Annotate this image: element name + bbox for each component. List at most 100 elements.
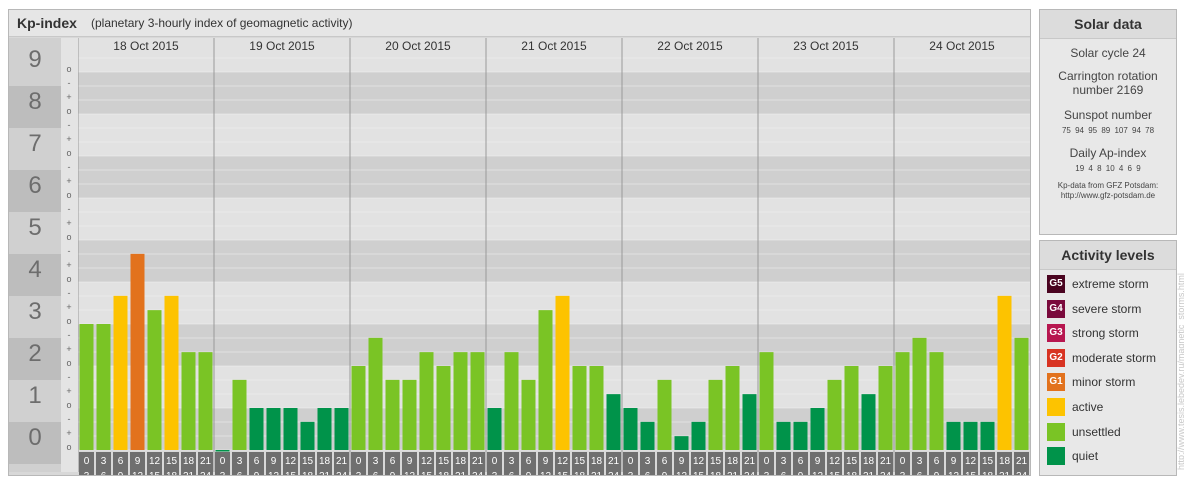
x-interval-end: 12 bbox=[948, 471, 960, 475]
x-interval-start: 12 bbox=[421, 456, 433, 467]
solar-data-title: Solar data bbox=[1040, 10, 1176, 39]
sunspot-title: Sunspot number bbox=[1063, 108, 1153, 122]
x-interval-start: 21 bbox=[336, 456, 348, 467]
x-interval-end: 18 bbox=[846, 471, 858, 475]
x-interval-end: 12 bbox=[268, 471, 280, 475]
x-interval-end: 24 bbox=[744, 471, 756, 475]
x-interval-start: 6 bbox=[798, 456, 804, 467]
kp-bar bbox=[300, 421, 315, 450]
x-interval-start: 3 bbox=[917, 456, 923, 467]
kp-bar bbox=[912, 337, 927, 450]
x-interval-end: 24 bbox=[1016, 471, 1028, 475]
x-interval-end: 6 bbox=[645, 471, 651, 475]
x-interval-start: 3 bbox=[101, 456, 107, 467]
y-axis-label: 6 bbox=[28, 172, 41, 199]
kp-bar bbox=[759, 352, 774, 450]
x-interval-start: 12 bbox=[557, 456, 569, 467]
x-interval-start: 21 bbox=[880, 456, 892, 467]
legend-label: strong storm bbox=[1072, 326, 1139, 341]
y-minor-label: o bbox=[66, 64, 71, 74]
x-interval-start: 21 bbox=[472, 456, 484, 467]
y-minor-label: - bbox=[68, 120, 71, 130]
kp-bar bbox=[504, 352, 519, 450]
x-interval-start: 9 bbox=[271, 456, 277, 467]
x-interval-end: 15 bbox=[285, 471, 297, 475]
kp-bar bbox=[708, 379, 723, 450]
kp-bar bbox=[317, 408, 332, 450]
x-interval-end: 3 bbox=[356, 471, 362, 475]
y-minor-label: - bbox=[68, 246, 71, 256]
x-interval-end: 24 bbox=[880, 471, 892, 475]
day-label: 23 Oct 2015 bbox=[793, 39, 859, 53]
kp-chart-panel: 18 Oct 2015 19 Oct 2015 20 Oct 2015 21 Oct … bbox=[8, 9, 1031, 476]
x-interval-end: 24 bbox=[472, 471, 484, 475]
x-interval-end: 12 bbox=[132, 471, 144, 475]
x-interval-start: 6 bbox=[390, 456, 396, 467]
x-interval-start: 0 bbox=[628, 456, 634, 467]
x-interval-start: 15 bbox=[982, 456, 994, 467]
x-interval-start: 6 bbox=[526, 456, 532, 467]
x-interval-end: 6 bbox=[373, 471, 379, 475]
y-axis-label: 8 bbox=[28, 88, 41, 115]
kp-bar bbox=[572, 366, 587, 450]
y-minor-label: - bbox=[68, 414, 71, 424]
y-minor-label: o bbox=[66, 358, 71, 368]
legend-label: severe storm bbox=[1072, 301, 1142, 316]
kp-bar bbox=[589, 366, 604, 450]
x-interval-start: 15 bbox=[302, 456, 314, 467]
legend-swatch: G5 bbox=[1047, 275, 1065, 293]
legend-label: quiet bbox=[1072, 449, 1099, 464]
chart-title-bar: Kp-index (planetary 3-hourly index of ge… bbox=[9, 10, 1030, 37]
kp-bar bbox=[946, 421, 961, 450]
x-interval-start: 3 bbox=[781, 456, 787, 467]
x-interval-end: 15 bbox=[829, 471, 841, 475]
y-minor-label: - bbox=[68, 78, 71, 88]
legend-label: extreme storm bbox=[1072, 277, 1149, 291]
kp-bar bbox=[130, 253, 145, 450]
kp-bar bbox=[232, 379, 247, 450]
day-label: 18 Oct 2015 bbox=[113, 39, 179, 53]
x-interval-start: 6 bbox=[934, 456, 940, 467]
legend-swatch: G2 bbox=[1047, 348, 1065, 367]
y-minor-label: o bbox=[66, 232, 71, 242]
kp-bar bbox=[1014, 337, 1029, 450]
y-axis-label: 5 bbox=[28, 214, 41, 241]
x-interval-end: 9 bbox=[390, 471, 396, 475]
x-interval-end: 6 bbox=[917, 471, 923, 475]
x-interval-end: 12 bbox=[404, 471, 416, 475]
activity-levels-title: Activity levels bbox=[1040, 241, 1176, 270]
x-interval-end: 6 bbox=[101, 471, 107, 475]
y-axis-label: 9 bbox=[28, 46, 41, 73]
x-interval-start: 21 bbox=[744, 456, 756, 467]
source-link[interactable]: http://www.gfz-potsdam.de bbox=[1060, 191, 1156, 200]
kp-bar bbox=[538, 310, 553, 450]
y-minor-label: - bbox=[68, 204, 71, 214]
x-interval-start: 12 bbox=[285, 456, 297, 467]
chart-title: Kp-index bbox=[17, 15, 77, 31]
x-interval-start: 18 bbox=[591, 456, 603, 467]
x-interval-end: 24 bbox=[608, 471, 620, 475]
x-interval-end: 6 bbox=[509, 471, 515, 475]
y-minor-label: o bbox=[66, 316, 71, 326]
day-label: 21 Oct 2015 bbox=[521, 39, 587, 53]
kp-bar bbox=[351, 366, 366, 450]
kp-bar bbox=[283, 408, 298, 450]
kp-bar bbox=[385, 379, 400, 450]
source-line-1: Kp-data from GFZ Potsdam: bbox=[1057, 181, 1159, 190]
x-interval-start: 0 bbox=[492, 456, 498, 467]
y-minor-label: o bbox=[66, 148, 71, 158]
x-interval-start: 0 bbox=[764, 456, 770, 467]
kp-bar bbox=[742, 394, 757, 450]
kp-bar bbox=[623, 408, 638, 450]
x-interval-end: 15 bbox=[557, 471, 569, 475]
x-interval-end: 15 bbox=[965, 471, 977, 475]
y-axis-label: 0 bbox=[28, 424, 41, 451]
x-interval-start: 18 bbox=[999, 456, 1011, 467]
legend-swatch: G3 bbox=[1047, 324, 1065, 343]
x-interval-end: 6 bbox=[237, 471, 243, 475]
y-axis-label: 2 bbox=[28, 340, 41, 367]
x-interval-start: 0 bbox=[900, 456, 906, 467]
x-interval-start: 12 bbox=[965, 456, 977, 467]
y-minor-label: o bbox=[66, 400, 71, 410]
kp-bar bbox=[793, 421, 808, 450]
